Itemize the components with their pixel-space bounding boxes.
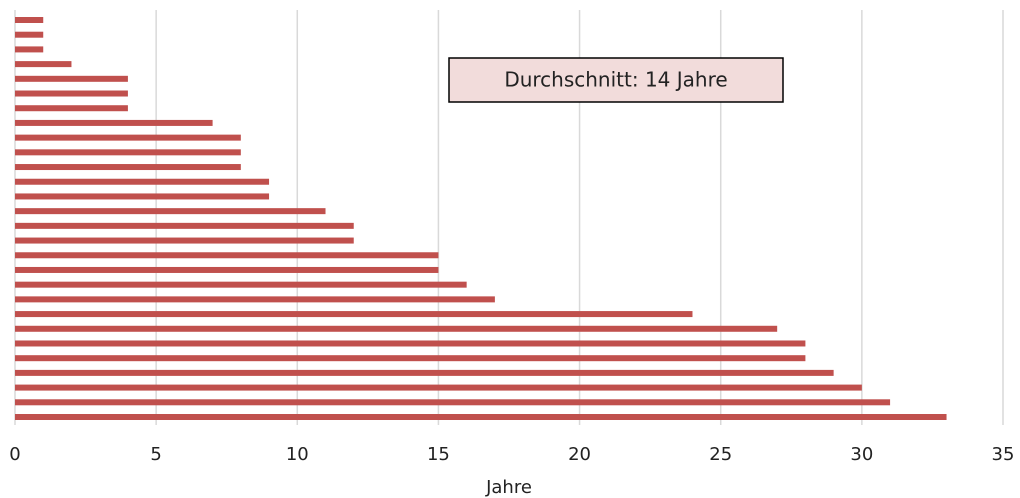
bar	[15, 208, 326, 215]
bar	[15, 178, 270, 185]
bar	[15, 399, 891, 406]
bar	[15, 266, 439, 273]
bar	[15, 134, 241, 141]
bar	[15, 17, 44, 23]
x-tick-label: 10	[286, 444, 309, 465]
x-axis-title: Jahre	[485, 477, 532, 498]
bar	[15, 222, 354, 229]
bar	[15, 252, 439, 259]
x-tick-label: 15	[427, 444, 450, 465]
x-tick-label: 20	[568, 444, 591, 465]
annotation: Durchschnitt: 14 Jahre	[504, 68, 727, 92]
x-tick-label: 25	[709, 444, 732, 465]
bar	[15, 75, 128, 82]
bar	[15, 414, 947, 420]
bar	[15, 281, 467, 288]
bar	[15, 164, 241, 171]
bar	[15, 384, 862, 391]
bar	[15, 311, 693, 318]
bar	[15, 105, 128, 112]
x-tick-label: 35	[992, 444, 1015, 465]
bar	[15, 325, 778, 332]
bar	[15, 31, 44, 38]
bar	[15, 90, 128, 97]
bar	[15, 61, 72, 68]
bar	[15, 119, 213, 126]
bar	[15, 369, 834, 376]
bar	[15, 46, 44, 53]
annotation-box	[448, 57, 784, 103]
bar	[15, 237, 354, 244]
bar	[15, 193, 270, 200]
bar	[15, 355, 806, 362]
bar	[15, 296, 495, 303]
x-tick-label: 0	[9, 444, 20, 465]
x-tick-label: 5	[150, 444, 161, 465]
bar	[15, 340, 806, 347]
x-tick-label: 30	[850, 444, 873, 465]
bar	[15, 149, 241, 156]
